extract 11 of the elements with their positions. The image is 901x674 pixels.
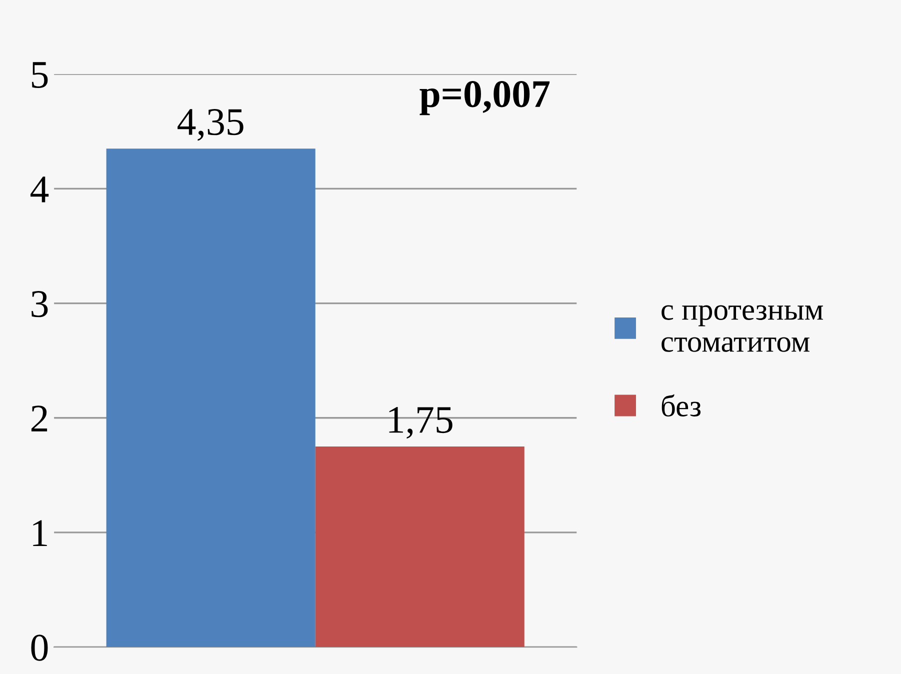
y-tick-label: 1 (33, 520, 47, 546)
annotation: p=0,007 (420, 80, 550, 116)
y-tick-label: 5 (32, 62, 48, 88)
y-tick-label: 2 (31, 406, 48, 432)
y-tick-label: 4 (30, 176, 49, 202)
y-tick-label: 3 (32, 291, 48, 318)
data-label: 1,75 (389, 407, 452, 439)
legend-label: без (662, 394, 701, 416)
legend-label: с протезным стоматитом (662, 305, 823, 352)
y-tick-label: 0 (31, 634, 48, 661)
data-label: 4,35 (178, 109, 244, 141)
